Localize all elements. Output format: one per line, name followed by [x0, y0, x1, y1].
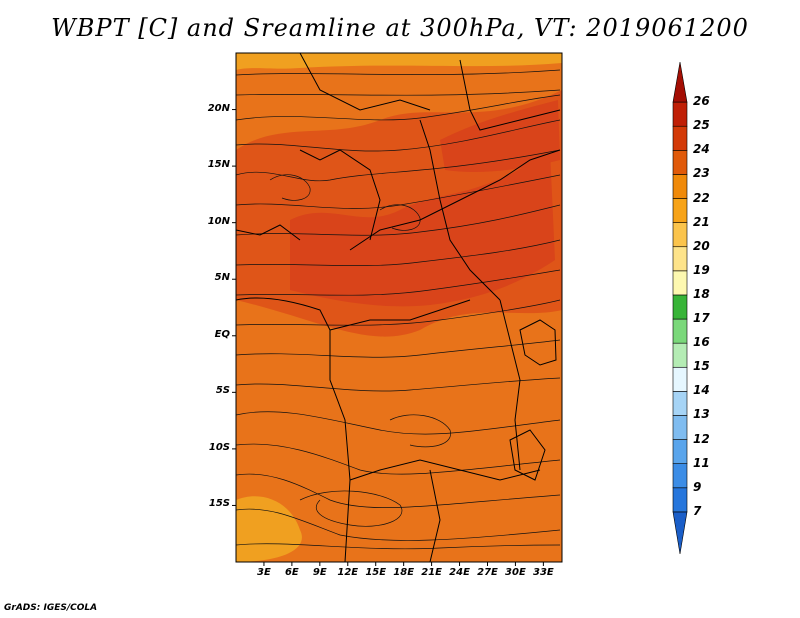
colorbar: [672, 61, 688, 555]
map-frame: [235, 52, 563, 563]
colorbar-label: 12: [693, 431, 710, 446]
colorbar-label: 17: [693, 311, 710, 326]
lat-label: EQ: [214, 328, 230, 340]
streamlines: [236, 69, 561, 550]
colorbar-segment: [672, 342, 688, 368]
lon-label: 12E: [337, 567, 359, 578]
colorbar-label: 15: [693, 359, 710, 374]
lon-label: 9E: [312, 567, 327, 578]
colorbar-segment: [672, 439, 688, 464]
colorbar-label: 20: [693, 238, 710, 253]
colorbar-segment: [672, 511, 688, 555]
lat-label: 5N: [214, 272, 230, 284]
colorbar-segment: [672, 198, 688, 223]
colorbar-label: 9: [693, 479, 702, 494]
lon-label: 21E: [421, 567, 442, 578]
colorbar-segment: [672, 366, 688, 392]
latitude-ticks: [232, 109, 236, 506]
colorbar-label: 22: [693, 190, 710, 205]
colorbar-label: 16: [693, 335, 710, 350]
lon-label: 15E: [365, 567, 387, 578]
lat-label: 5S: [215, 385, 230, 397]
lon-label: 33E: [532, 567, 554, 578]
colorbar-label: 24: [693, 142, 710, 157]
colorbar-label: 21: [693, 214, 710, 229]
colorbar-segment: [672, 487, 688, 513]
colorbar-segment: [672, 61, 688, 103]
lat-label: 15S: [208, 498, 230, 510]
colorbar-segment: [672, 415, 688, 440]
lon-label: 18E: [393, 567, 415, 578]
colorbar-label: 11: [693, 455, 710, 470]
lon-label: 24E: [449, 567, 470, 578]
lon-label: 27E: [477, 567, 498, 578]
grads-credit: GrADS: IGES/COLA: [4, 603, 98, 613]
colorbar-segment: [672, 246, 688, 272]
longitude-ticks: [263, 562, 544, 566]
wbpt-contour-21-north: [236, 53, 562, 70]
colorbar-segment: [672, 270, 688, 296]
colorbar-segment: [672, 174, 688, 199]
colorbar-segment: [672, 391, 688, 416]
lat-label: 20N: [207, 102, 230, 114]
map-title: WBPT [C] and Sreamline at 300hPa, VT: 20…: [51, 14, 749, 42]
lon-label: 3E: [257, 567, 271, 578]
colorbar-segment: [672, 463, 688, 489]
colorbar-label: 14: [693, 383, 710, 398]
colorbar-segment: [672, 222, 688, 248]
colorbar-label: 13: [693, 407, 710, 422]
colorbar-label: 26: [693, 94, 710, 109]
colorbar-segment: [672, 294, 688, 320]
wbpt-contour-21-sw: [236, 496, 302, 562]
colorbar-label: 7: [693, 503, 702, 518]
lat-label: 10S: [208, 441, 230, 453]
country-borders: [236, 53, 561, 562]
lat-label: 10N: [207, 215, 230, 227]
colorbar-segment: [672, 101, 688, 127]
colorbar-segment: [672, 150, 688, 175]
colorbar-label: 23: [693, 166, 710, 181]
lat-label: 15N: [207, 159, 230, 171]
lon-label: 30E: [505, 567, 526, 578]
colorbar-label: 25: [693, 118, 710, 133]
lon-label: 6E: [284, 567, 299, 578]
colorbar-label: 19: [693, 262, 710, 277]
map-panel: [236, 53, 562, 562]
colorbar-segment: [672, 125, 688, 151]
colorbar-segment: [672, 318, 688, 344]
colorbar-label: 18: [693, 286, 710, 301]
